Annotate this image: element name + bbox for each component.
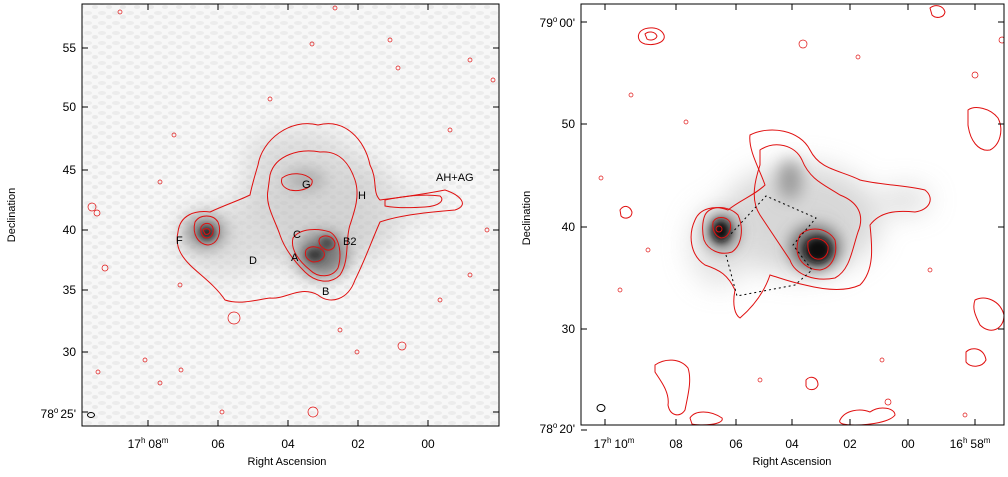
right-ra-label: 04 (785, 437, 799, 451)
right-map-panel: 79o 00' 50 40 30 78o 20' Declination 17h 1 (521, 4, 1005, 468)
label-F: F (176, 235, 183, 247)
label-A: A (291, 252, 299, 264)
label-H: H (358, 190, 366, 202)
right-x-tick-labels: 17h 10m 08 06 04 02 00 16h 58m (594, 436, 991, 451)
label-B2: B2 (343, 236, 356, 248)
left-dec-label: 30 (63, 345, 77, 359)
right-dec-label: 40 (562, 220, 576, 234)
right-ra-label: 08 (669, 437, 683, 451)
right-map-image (581, 4, 1005, 425)
left-dec-label: 55 (63, 41, 77, 55)
right-x-axis-title: Right Ascension (753, 456, 832, 468)
right-ra-label: 02 (843, 437, 857, 451)
left-ra-label: 04 (281, 437, 295, 451)
right-ra-label: 00 (901, 437, 915, 451)
label-D: D (249, 255, 257, 267)
left-dec-label: 35 (63, 283, 77, 297)
label-C: C (293, 229, 301, 241)
left-map-panel: F D C A B B2 G H AH+AG (6, 4, 499, 468)
left-ra-label: 02 (351, 437, 365, 451)
left-x-tick-labels: 17h 08m 06 04 02 00 (128, 436, 435, 451)
label-AH-AG: AH+AG (436, 172, 474, 184)
right-ra-label: 17h 10m (594, 436, 635, 451)
right-y-tick-labels: 50 40 30 (562, 117, 576, 336)
left-dec-label: 50 (63, 100, 77, 114)
left-ra-label: 17h 08m (128, 436, 169, 451)
left-dec-label: 40 (63, 223, 77, 237)
left-dec-label: 45 (63, 163, 77, 177)
left-y-tick-labels: 55 50 45 40 35 30 (63, 41, 77, 359)
right-dec-bottom-label: 78o 20' (540, 421, 575, 436)
left-map-image (82, 4, 499, 426)
left-dec-first-label: 78o 25' (41, 406, 76, 421)
right-ra-label: 16h 58m (950, 436, 991, 451)
right-dec-top-label: 79o 00' (540, 15, 575, 30)
right-dec-label: 30 (562, 322, 576, 336)
right-dec-label: 50 (562, 117, 576, 131)
right-y-axis-title: Declination (521, 191, 533, 245)
left-ra-label: 00 (421, 437, 435, 451)
right-ra-label: 06 (729, 437, 743, 451)
left-y-axis-title: Declination (6, 188, 18, 242)
left-x-axis-title: Right Ascension (248, 456, 327, 468)
label-B: B (322, 286, 329, 298)
left-ra-label: 06 (211, 437, 225, 451)
label-G: G (302, 179, 311, 191)
